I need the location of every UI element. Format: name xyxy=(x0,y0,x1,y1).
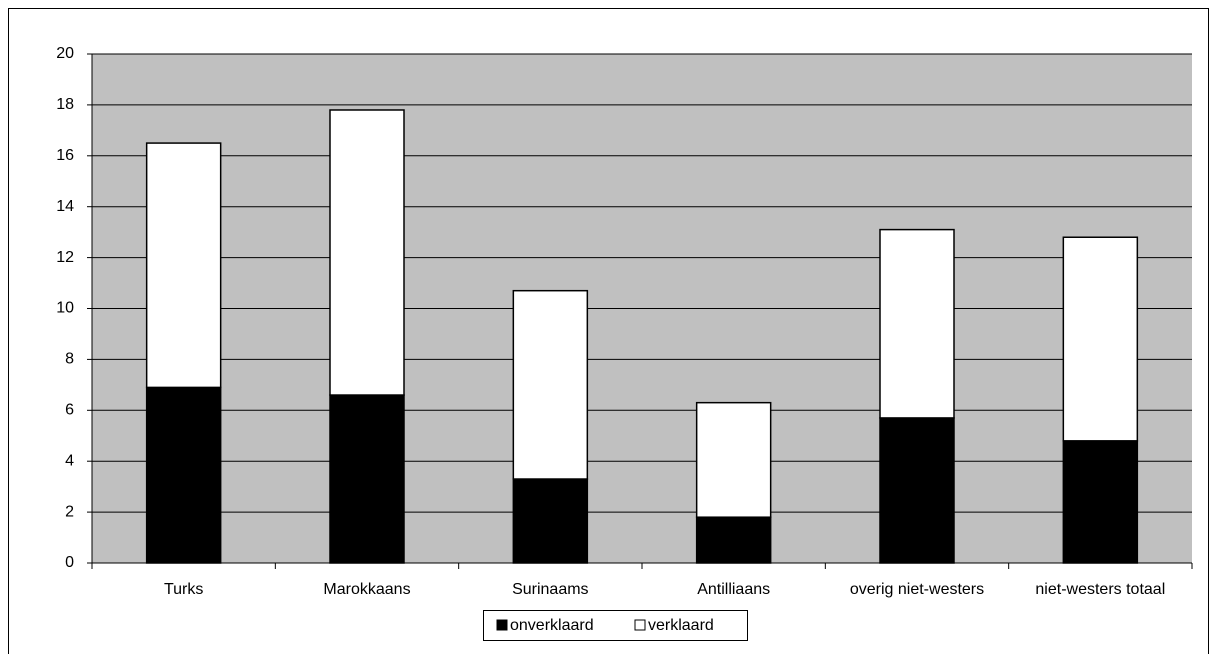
bar-segment xyxy=(1062,440,1139,564)
legend-label: verklaard xyxy=(648,617,714,634)
bar-segment xyxy=(879,417,955,564)
y-tick-label: 12 xyxy=(56,249,74,266)
y-tick-label: 10 xyxy=(56,300,74,317)
y-tick-label: 14 xyxy=(56,198,74,215)
x-tick-label: Marokkaans xyxy=(323,581,410,598)
bar-segment xyxy=(879,228,955,419)
legend-box xyxy=(483,610,748,641)
legend-swatch xyxy=(496,619,508,631)
bar-segment xyxy=(512,289,589,480)
x-tick-label: Turks xyxy=(164,581,203,598)
bar-segment xyxy=(329,394,405,564)
bar-segment xyxy=(1062,236,1139,442)
bar-segment xyxy=(145,386,222,564)
x-tick-label: niet-westers totaal xyxy=(1035,581,1165,598)
y-tick-label: 20 xyxy=(56,45,74,62)
y-tick-label: 0 xyxy=(65,554,74,571)
legend-label: onverklaard xyxy=(510,617,594,634)
y-tick-label: 18 xyxy=(56,96,74,113)
bar-segment xyxy=(145,142,222,389)
y-tick-label: 4 xyxy=(65,452,74,469)
y-tick-label: 2 xyxy=(65,503,74,520)
legend-swatch xyxy=(634,619,646,631)
y-tick-label: 6 xyxy=(65,402,74,419)
bar-segment xyxy=(695,401,772,518)
y-tick-label: 16 xyxy=(56,147,74,164)
bar-segment xyxy=(512,478,589,564)
bar-segment xyxy=(695,516,772,564)
y-tick-label: 8 xyxy=(65,351,74,368)
bar-segment xyxy=(329,109,405,396)
x-tick-label: Antilliaans xyxy=(697,581,770,598)
x-tick-label: Surinaams xyxy=(512,581,588,598)
x-tick-label: overig niet-westers xyxy=(850,581,984,598)
